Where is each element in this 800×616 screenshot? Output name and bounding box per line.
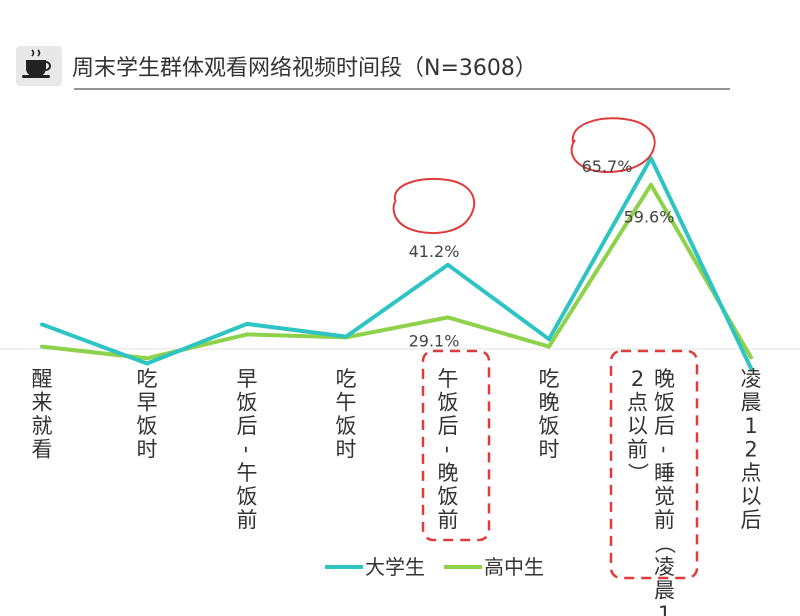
category-label-3: 吃午饭时 <box>336 367 357 462</box>
annotation-layer <box>392 117 699 580</box>
legend: 大学生 高中生 <box>325 555 544 579</box>
series-line-1 <box>40 182 753 361</box>
highlight-circle-afternoon <box>392 178 476 235</box>
series-line-0 <box>40 156 753 371</box>
coffee-cup-icon <box>16 46 62 86</box>
data-label-2: 65.7% <box>582 157 633 176</box>
category-glyph: - <box>653 446 677 454</box>
category-label-1: 吃早饭时 <box>137 367 158 462</box>
data-label-3: 59.6% <box>624 208 675 227</box>
data-label-1: 29.1% <box>409 331 460 350</box>
highlight-box-afternoon <box>421 349 491 542</box>
category-label-6: 晚饭后睡觉前凌晨 12 点以前 <box>627 367 675 616</box>
series-layer <box>40 156 753 371</box>
category-label-4: 午饭后晚饭前 <box>438 367 459 532</box>
chart-title: 周末学生群体观看网络视频时间段（N=3608） <box>72 56 537 81</box>
legend-label-0: 大学生 <box>365 555 425 579</box>
category-glyph: - <box>436 446 460 454</box>
highlight-circle-evening <box>570 117 656 173</box>
data-label-0: 41.2% <box>409 242 460 261</box>
category-label-2: 早饭后午饭前 <box>237 367 258 532</box>
chart-title-group: 周末学生群体观看网络视频时间段（N=3608） <box>16 46 730 90</box>
legend-label-1: 高中生 <box>484 555 544 579</box>
category-label-0: 醒来就看 <box>32 367 53 462</box>
category-label-5: 吃晚饭时 <box>539 367 560 462</box>
category-glyph: - <box>235 446 259 454</box>
category-glyph: （ <box>653 533 677 554</box>
data-label-layer: 41.2% 29.1% 65.7% 59.6% <box>409 157 675 350</box>
category-label-7: 凌晨 1 2 点以后 <box>741 367 762 532</box>
category-glyph: ） <box>626 463 650 484</box>
